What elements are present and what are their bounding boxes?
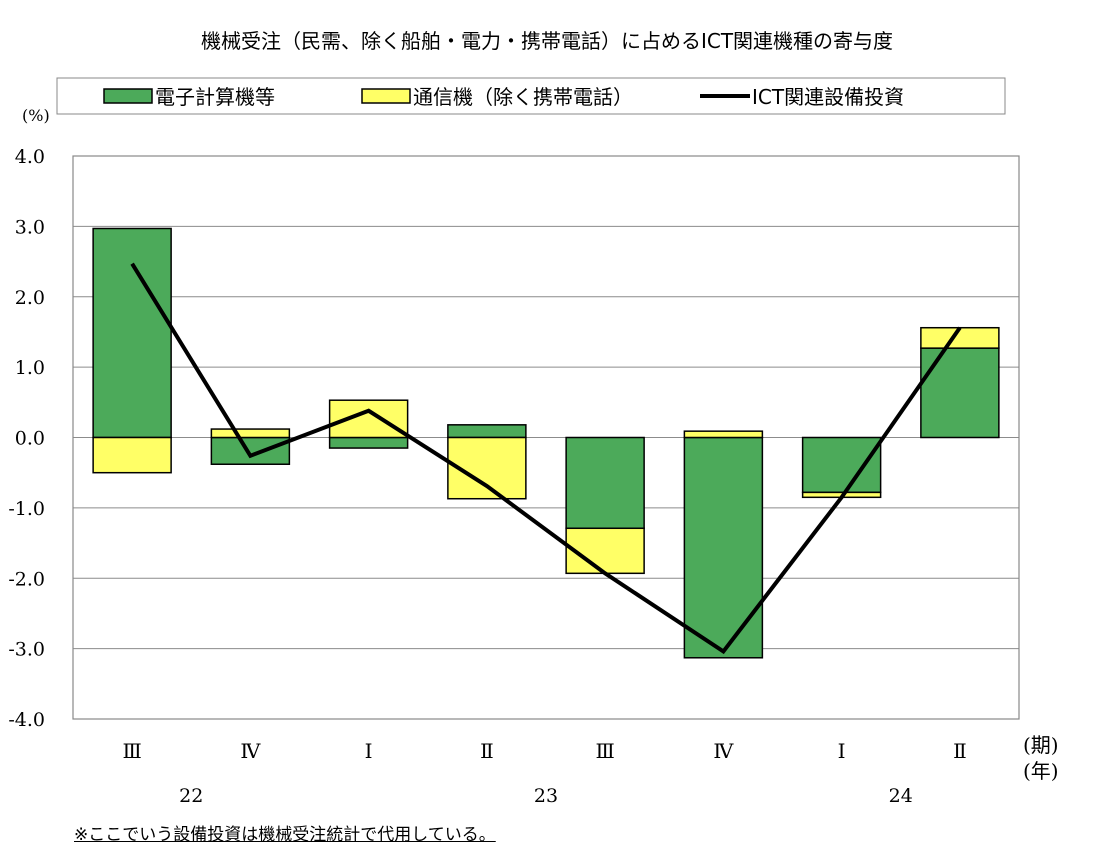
bar-computers bbox=[210, 436, 291, 465]
legend: 電子計算機等 通信機（除く携帯電話） ICT関連設備投資 bbox=[56, 77, 1006, 115]
y-tick-label: -4.0 bbox=[8, 709, 45, 731]
bar-computers bbox=[328, 436, 409, 449]
ict-line bbox=[130, 262, 962, 655]
y-tick-label: 4.0 bbox=[15, 146, 45, 168]
x-tick-label: Ⅳ bbox=[240, 739, 261, 763]
bar-telecom bbox=[683, 430, 764, 439]
bar-computers bbox=[683, 436, 764, 659]
x-axis-years: 22 23 24 bbox=[179, 785, 913, 807]
x-axis-ticks: Ⅲ Ⅳ Ⅰ Ⅱ Ⅲ Ⅳ Ⅰ Ⅱ bbox=[122, 739, 966, 763]
legend-label-computers: 電子計算機等 bbox=[155, 85, 275, 109]
x-tick-label: Ⅲ bbox=[595, 739, 614, 763]
bar-computers bbox=[447, 424, 527, 439]
x-tick-label: Ⅱ bbox=[953, 739, 967, 763]
year-label: 22 bbox=[179, 785, 203, 807]
legend-swatch-computers bbox=[103, 88, 153, 104]
y-tick-label: 0.0 bbox=[15, 428, 45, 450]
x-tick-label: Ⅰ bbox=[838, 739, 846, 763]
plot-frame bbox=[72, 155, 1020, 720]
x-tick-label: Ⅲ bbox=[122, 739, 141, 763]
x-axis-unit-period: (期) bbox=[1023, 733, 1059, 757]
bar-computers bbox=[565, 436, 645, 530]
bar-computers bbox=[801, 436, 882, 494]
y-tick-label: -2.0 bbox=[8, 568, 45, 590]
bar-computers bbox=[920, 347, 1000, 439]
bar-computers bbox=[92, 227, 172, 439]
bar-telecom bbox=[328, 399, 409, 439]
year-label: 24 bbox=[889, 785, 913, 807]
y-tick-label: 2.0 bbox=[15, 287, 45, 309]
y-tick-label: -3.0 bbox=[8, 639, 45, 661]
y-axis-unit: (%) bbox=[22, 106, 50, 125]
y-tick-label: 1.0 bbox=[15, 357, 45, 379]
x-axis-unit-year: (年) bbox=[1023, 759, 1059, 783]
x-tick-label: Ⅰ bbox=[365, 739, 373, 763]
legend-label-ict: ICT関連設備投資 bbox=[752, 85, 904, 109]
footnote: ※ここでいう設備投資は機械受注統計で代用している。 bbox=[74, 825, 496, 845]
bars bbox=[92, 227, 1000, 659]
y-tick-label: 3.0 bbox=[15, 216, 45, 238]
year-label: 23 bbox=[534, 785, 558, 807]
legend-swatch-telecom bbox=[361, 88, 411, 104]
ict-series-line bbox=[130, 262, 962, 655]
x-tick-label: Ⅳ bbox=[713, 739, 734, 763]
x-tick-label: Ⅱ bbox=[480, 739, 494, 763]
legend-frame bbox=[56, 77, 1006, 115]
chart-title: 機械受注（民需、除く船舶・電力・携帯電話）に占めるICT関連機種の寄与度 bbox=[201, 29, 893, 53]
legend-label-telecom: 通信機（除く携帯電話） bbox=[413, 85, 633, 109]
y-axis-ticks: 4.0 3.0 2.0 1.0 0.0 -1.0 -2.0 -3.0 -4.0 bbox=[8, 146, 45, 731]
bar-telecom bbox=[210, 428, 291, 439]
bar-telecom bbox=[92, 436, 172, 474]
y-tick-label: -1.0 bbox=[8, 498, 45, 520]
